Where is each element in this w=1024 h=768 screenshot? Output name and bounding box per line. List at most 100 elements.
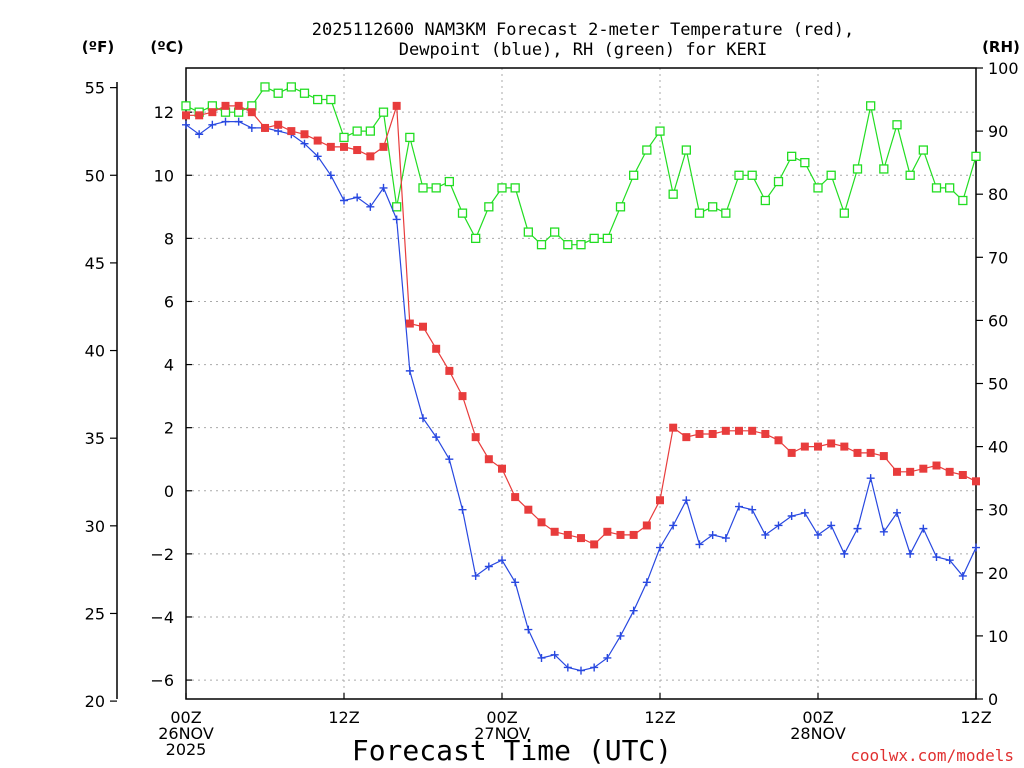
source-credit: coolwx.com/models [850, 746, 1014, 765]
fahrenheit-tick-label: 35 [85, 429, 105, 448]
rh-tick-label: 70 [988, 248, 1008, 267]
rh-point [694, 208, 705, 218]
temperature-point [616, 530, 625, 539]
fahrenheit-tick-label: 30 [85, 517, 105, 536]
temperature-point [300, 130, 309, 139]
temperature-point [761, 429, 770, 438]
rh-point [760, 195, 770, 206]
x-tick-label: 2025 [166, 740, 207, 759]
temperature-point [498, 464, 506, 473]
x-tick-label: 12Z [644, 708, 675, 727]
dewpoint-point [695, 540, 704, 549]
dewpoint-point [234, 117, 243, 126]
dewpoint-point [577, 666, 585, 675]
dewpoint-point [445, 455, 454, 464]
dewpoint-point [340, 196, 348, 205]
temperature-point [814, 442, 822, 451]
temperature-point [669, 423, 678, 432]
dewpoint-point [182, 120, 190, 129]
dewpoint-point [550, 650, 559, 659]
rh-point [457, 208, 468, 218]
dewpoint-point [313, 152, 322, 161]
temperature-point [787, 448, 796, 457]
rh-point [365, 126, 375, 136]
temperature-point [511, 493, 520, 502]
dewpoint-point [353, 193, 362, 202]
chart-title-line-1: 2025112600 NAM3KM Forecast 2-meter Tempe… [312, 20, 854, 40]
rh-point [563, 240, 573, 250]
rh-point [852, 164, 863, 174]
celsius-tick-label: −2 [150, 545, 174, 564]
fahrenheit-tick-label: 55 [85, 79, 105, 98]
temperature-point [695, 429, 704, 438]
rh-point [892, 120, 902, 130]
rh-tick-label: 10 [988, 627, 1008, 646]
dewpoint-point [893, 508, 901, 517]
temperature-point [274, 120, 283, 129]
rh-point [576, 240, 586, 250]
temperature-point [893, 467, 901, 476]
x-tick-label: 12Z [960, 708, 991, 727]
temperature-point [827, 439, 836, 448]
rh-point [734, 170, 744, 180]
rh-point [497, 183, 507, 193]
dewpoint-point [379, 183, 388, 192]
celsius-tick-label: 10 [154, 166, 174, 185]
dewpoint-point [932, 553, 941, 562]
temperature-point [234, 101, 243, 110]
temperature-point [853, 448, 862, 457]
rh-point [536, 240, 547, 250]
temperature-point [919, 464, 928, 473]
x-tick-label: 28NOV [790, 724, 846, 743]
rh-point [286, 82, 296, 92]
temperature-point [287, 127, 296, 136]
x-tick-label: 12Z [328, 708, 359, 727]
rh-tick-label: 100 [988, 59, 1019, 78]
celsius-tick-label: −4 [150, 608, 174, 627]
temperature-point [866, 448, 875, 457]
temperature-point [524, 505, 533, 514]
rh-point [378, 107, 389, 117]
rh-tick-label: 20 [988, 564, 1008, 583]
rh-point [721, 208, 731, 218]
temperature-point [392, 101, 401, 110]
dewpoint-point [537, 653, 546, 662]
temperature-point [590, 540, 599, 549]
fahrenheit-tick-label: 40 [85, 342, 105, 361]
temperature-point [247, 108, 256, 117]
rh-point [273, 88, 283, 98]
celsius-tick-label: 0 [164, 482, 174, 501]
celsius-tick-label: 6 [164, 292, 174, 311]
dewpoint-point [208, 120, 217, 129]
rh-point [629, 170, 639, 180]
gridlines [186, 68, 976, 699]
rh-point [826, 170, 836, 180]
temperature-point [563, 530, 572, 539]
dewpoint-point [919, 524, 928, 533]
dewpoint-point [484, 562, 493, 571]
dewpoint-point [366, 202, 375, 211]
rh-tick-label: 30 [988, 501, 1008, 520]
dewpoint-point [906, 549, 915, 558]
dewpoint-point [708, 530, 717, 539]
dewpoint-point [748, 505, 757, 514]
rh-point [668, 189, 678, 199]
dewpoint-point [458, 505, 467, 514]
rh-point [313, 94, 323, 105]
dewpoint-point [827, 521, 836, 530]
temperature-point [774, 436, 783, 445]
dewpoint-point [419, 414, 427, 423]
rh-tick-label: 40 [988, 438, 1008, 457]
rh-point [905, 170, 915, 180]
rh-point [945, 183, 955, 193]
rh-point [260, 82, 270, 92]
dewpoint-point [405, 366, 414, 375]
celsius-tick-label: −6 [150, 671, 174, 690]
x-tick-label: 27NOV [474, 724, 530, 743]
rh-point [471, 233, 481, 244]
rh-tick-label: 60 [988, 311, 1008, 330]
rh-point [405, 132, 415, 143]
temperature-point [195, 111, 204, 120]
